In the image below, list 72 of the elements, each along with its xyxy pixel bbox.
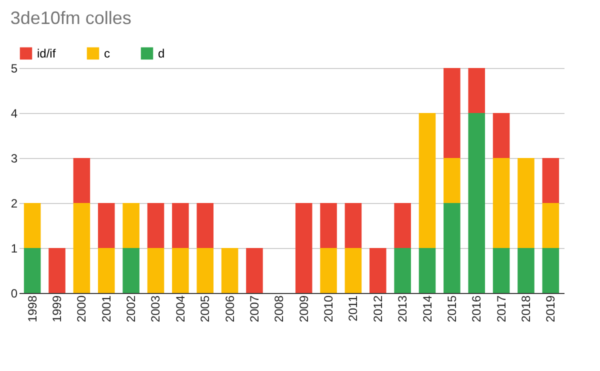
bar <box>542 158 560 203</box>
x-tick-label: 2000 <box>74 295 89 322</box>
x-tick-label: 2019 <box>544 295 558 322</box>
x-tick-label: 1998 <box>25 295 40 322</box>
bar <box>221 248 238 293</box>
bar <box>48 248 66 293</box>
bar <box>418 113 436 248</box>
bar <box>518 158 534 248</box>
bar <box>492 113 510 158</box>
bar <box>98 248 115 293</box>
bar <box>172 203 189 248</box>
bar <box>196 248 214 293</box>
bar <box>444 158 460 203</box>
bar <box>542 203 560 248</box>
x-tick-label: 2011 <box>346 295 360 322</box>
x-tick-label: 2005 <box>198 295 212 322</box>
x-tick-label: 1999 <box>50 295 64 322</box>
bar <box>172 248 189 293</box>
bar <box>444 203 460 293</box>
x-tick-label: 2010 <box>322 295 336 322</box>
legend-label: id/if <box>37 46 56 60</box>
bar <box>394 248 411 293</box>
bar <box>344 248 362 293</box>
bar <box>492 248 510 293</box>
x-tick-label: 2004 <box>173 295 188 322</box>
x-tick-label: 2013 <box>396 295 410 322</box>
x-tick-label: 2016 <box>470 295 484 322</box>
bar <box>73 158 90 203</box>
x-tick-label: 2018 <box>518 295 533 322</box>
x-tick-label: 2007 <box>247 295 262 322</box>
legend-label: d <box>158 46 165 60</box>
y-tick-label: 2 <box>10 196 18 210</box>
y-tick-label: 3 <box>10 152 18 166</box>
chart-title: 3de10fm colles <box>10 8 132 28</box>
bar <box>196 203 214 248</box>
bar <box>122 203 140 248</box>
bar <box>24 248 41 293</box>
bar <box>394 203 411 248</box>
bar <box>295 203 312 293</box>
x-tick-label: 2009 <box>296 295 311 322</box>
x-tick-label: 2006 <box>222 295 237 322</box>
x-tick-label: 2015 <box>444 295 459 322</box>
bar <box>492 158 510 248</box>
x-tick-label: 2008 <box>272 295 286 322</box>
x-tick-label: 2014 <box>420 295 434 322</box>
bar <box>98 203 115 248</box>
y-tick-label: 1 <box>10 242 18 256</box>
bar <box>320 248 337 293</box>
x-tick-label: 2012 <box>370 295 385 322</box>
bar <box>518 248 534 293</box>
x-tick-label: 2003 <box>148 295 163 322</box>
bar <box>418 248 436 293</box>
bar <box>122 248 140 293</box>
bar <box>147 203 164 248</box>
bar <box>24 203 41 248</box>
bar <box>370 248 386 293</box>
bar <box>147 248 164 293</box>
y-tick-label: 4 <box>10 106 18 120</box>
bar <box>320 203 337 248</box>
bar <box>73 203 90 293</box>
bar <box>468 113 486 293</box>
bar <box>444 68 460 158</box>
y-tick-label: 0 <box>10 286 18 300</box>
bar <box>468 68 486 113</box>
y-tick-label: 5 <box>10 62 18 76</box>
bar <box>542 248 560 293</box>
x-tick-label: 2001 <box>99 295 114 322</box>
bar <box>344 203 362 248</box>
bar <box>246 248 263 293</box>
x-tick-label: 2002 <box>124 295 138 322</box>
legend-label: c <box>104 46 110 60</box>
x-tick-label: 2017 <box>494 295 508 322</box>
